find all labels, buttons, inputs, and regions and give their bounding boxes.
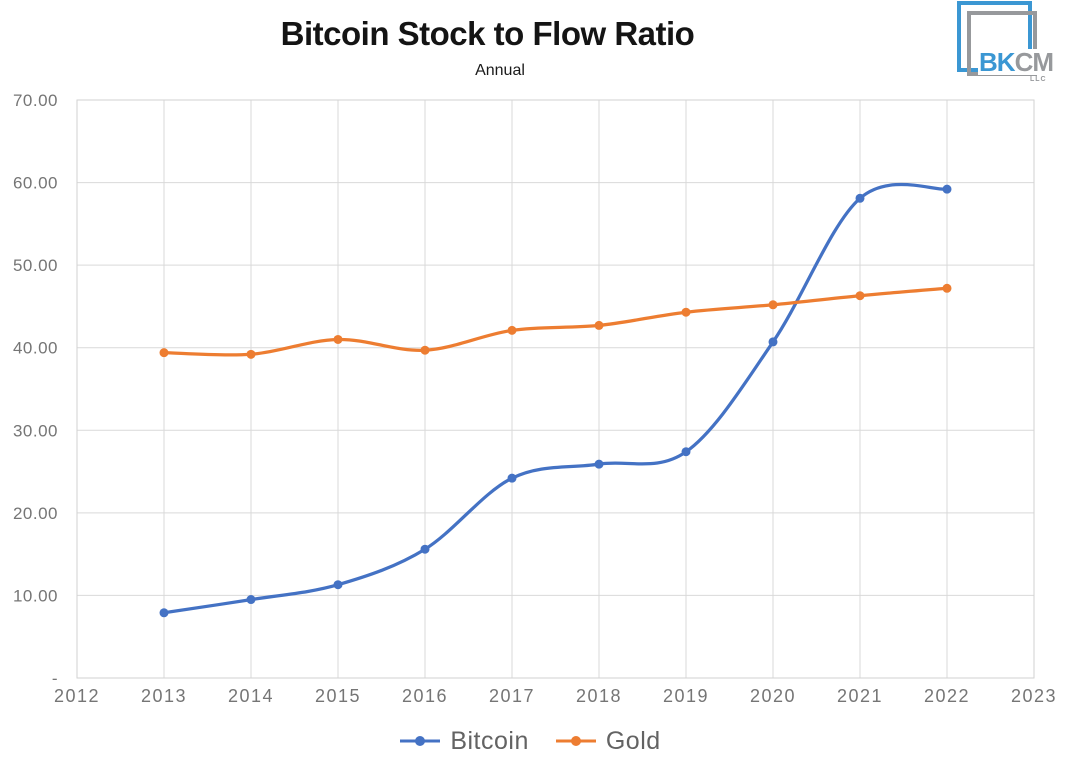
gold-data-point — [768, 300, 778, 310]
y-axis-tick-label: 50.00 — [13, 256, 58, 275]
logo-wordmark: BKCM — [978, 49, 1054, 75]
legend-label-bitcoin: Bitcoin — [450, 726, 529, 755]
bitcoin-data-point — [594, 459, 604, 469]
bkcm-logo: BKCM LLC — [955, 0, 1068, 92]
x-axis-tick-label: 2022 — [924, 686, 970, 706]
x-axis-tick-label: 2016 — [402, 686, 448, 706]
gold-legend-marker-icon — [555, 736, 596, 746]
gold-data-point — [159, 348, 169, 358]
bitcoin-data-point — [942, 184, 952, 194]
bitcoin-data-point — [681, 447, 691, 457]
y-axis-tick-label: 30.00 — [13, 421, 58, 440]
bitcoin-data-point — [159, 608, 169, 618]
bitcoin-data-point — [507, 473, 517, 483]
chart-title: Bitcoin Stock to Flow Ratio — [280, 15, 695, 52]
gold-data-point — [855, 291, 865, 301]
bitcoin-data-point — [246, 595, 256, 605]
x-axis-tick-label: 2018 — [576, 686, 622, 706]
legend-item-gold: Gold — [555, 727, 661, 756]
gold-data-point — [594, 320, 604, 330]
y-axis-tick-label: 40.00 — [13, 339, 58, 358]
y-axis-tick-label: 70.00 — [13, 91, 58, 110]
x-axis-tick-label: 2015 — [315, 686, 361, 706]
logo-text-bk: BK — [979, 47, 1016, 77]
bitcoin-data-point — [420, 544, 430, 554]
x-axis-tick-label: 2017 — [489, 686, 535, 706]
gold-data-point — [942, 283, 952, 293]
y-axis-tick-label: - — [52, 669, 58, 688]
chart-legend: Bitcoin Gold — [0, 722, 1060, 760]
x-axis-tick-label: 2012 — [54, 686, 100, 706]
legend-item-bitcoin: Bitcoin — [399, 727, 529, 756]
x-axis-tick-label: 2019 — [663, 686, 709, 706]
gold-data-point — [681, 307, 691, 317]
gold-data-point — [246, 349, 256, 359]
bitcoin-line — [162, 182, 949, 615]
gold-data-point — [420, 345, 430, 355]
bitcoin-data-point — [768, 337, 778, 347]
y-axis-tick-label: 60.00 — [13, 174, 58, 193]
x-axis-tick-label: 2020 — [750, 686, 796, 706]
x-axis-tick-label: 2014 — [228, 686, 274, 706]
plot-border — [76, 99, 1035, 679]
gold-line — [162, 286, 949, 357]
bitcoin-data-point — [855, 193, 865, 203]
logo-text-llc: LLC — [1030, 76, 1047, 83]
x-axis-tick-label: 2013 — [141, 686, 187, 706]
chart-subtitle: Annual — [475, 62, 525, 79]
x-axis-tick-label: 2021 — [837, 686, 883, 706]
gold-data-point — [333, 334, 343, 344]
y-axis-tick-label: 20.00 — [13, 504, 58, 523]
y-axis-tick-label: 10.00 — [13, 586, 58, 605]
legend-label-gold: Gold — [605, 726, 661, 755]
bitcoin-data-point — [333, 580, 343, 590]
logo-text-cm: CM — [1014, 47, 1054, 77]
gold-data-point — [507, 325, 517, 335]
bitcoin-legend-marker-icon — [400, 736, 441, 746]
x-axis-tick-label: 2023 — [1011, 686, 1057, 706]
